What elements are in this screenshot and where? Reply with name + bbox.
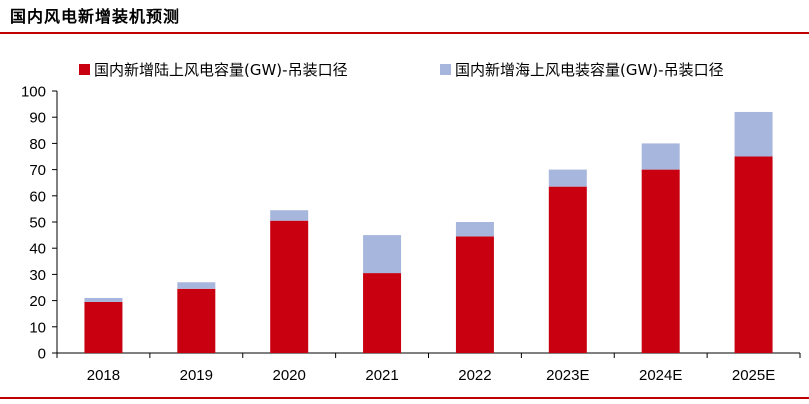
x-tick-label: 2020 [273,367,306,384]
bars [84,111,773,353]
legend-swatch-offshore [440,64,451,75]
x-tick-label: 2025E [732,367,775,384]
bar-segment-offshore [641,143,680,170]
x-tick-label: 2024E [639,367,682,384]
bar-segment-onshore [734,156,773,353]
bar-segment-offshore [455,222,494,237]
bar-segment-offshore [177,282,216,289]
y-tick-label: 90 [29,110,46,127]
y-tick-label: 50 [29,215,46,232]
y-tick-label: 30 [29,267,46,284]
x-tick-label: 2019 [180,367,213,384]
legend-label-offshore: 国内新增海上风电装容量(GW)-吊装口径 [455,61,724,79]
bar-segment-offshore [270,210,309,221]
y-tick-label: 70 [29,162,46,179]
y-tick-label: 80 [29,136,46,153]
bar-segment-offshore [363,235,402,274]
y-tick-label: 40 [29,241,46,258]
bar-segment-offshore [84,297,123,302]
y-tick-label: 60 [29,188,46,205]
y-axis: 0 10 20 30 40 50 60 70 80 90 100 [21,84,58,363]
bar-segment-onshore [177,288,216,353]
bar-segment-offshore [548,169,587,187]
x-tick-label: 2022 [458,367,491,384]
chart-title: 国内风电新增装机预测 [10,7,181,26]
x-axis: 2018 2019 2020 2021 2022 2023E 2024E 2025E [56,352,801,384]
y-tick-label: 0 [38,346,46,363]
legend-swatch-onshore [79,64,90,75]
legend: 国内新增陆上风电容量(GW)-吊装口径 国内新增海上风电装容量(GW)-吊装口径 [79,61,724,79]
title-divider [0,32,809,34]
x-tick-label: 2023E [546,367,589,384]
y-tick-label: 20 [29,293,46,310]
bar-segment-onshore [270,220,309,353]
bar-segment-onshore [455,236,494,353]
stacked-bar-chart: 国内新增陆上风电容量(GW)-吊装口径 国内新增海上风电装容量(GW)-吊装口径… [21,61,801,384]
x-tick-label: 2021 [365,367,398,384]
bar-segment-onshore [84,301,123,353]
bar-segment-offshore [734,111,773,157]
legend-label-onshore: 国内新增陆上风电容量(GW)-吊装口径 [94,61,348,79]
x-tick-label: 2018 [87,367,120,384]
bar-segment-onshore [363,273,402,353]
bar-segment-onshore [641,169,680,353]
bar-segment-onshore [548,186,587,353]
footer-divider [0,397,809,399]
y-tick-label: 100 [21,84,46,101]
y-tick-label: 10 [29,319,46,336]
